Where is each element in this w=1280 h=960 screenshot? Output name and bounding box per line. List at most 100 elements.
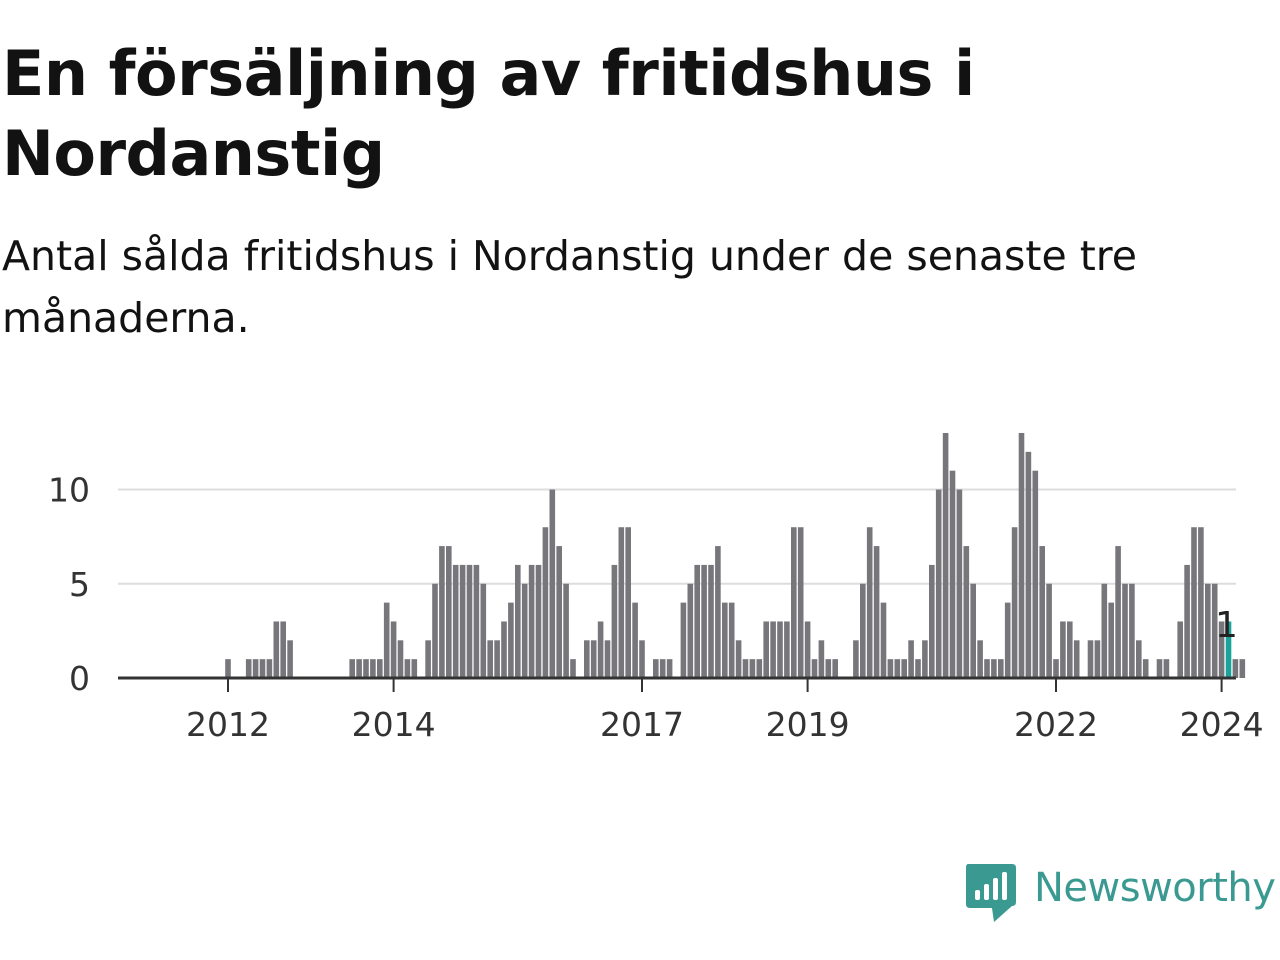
bar [452, 564, 459, 678]
bar [411, 659, 418, 678]
bar [998, 659, 1004, 678]
x-tick-label: 2024 [1180, 705, 1264, 744]
bar [508, 602, 514, 678]
bar [363, 659, 369, 678]
x-axis-labels: 2012 2014 2017 2019 2022 2024 [186, 705, 1264, 744]
bar [1018, 433, 1025, 678]
x-axis [118, 676, 1236, 692]
bar [763, 621, 769, 678]
bar [942, 433, 949, 678]
bar [653, 659, 659, 678]
bar [597, 621, 604, 678]
bar [832, 659, 838, 678]
bar [1142, 659, 1149, 678]
bar [797, 527, 804, 678]
y-tick-label: 5 [69, 565, 90, 604]
bar [722, 602, 728, 678]
bar [1211, 583, 1218, 678]
bar [866, 527, 873, 678]
x-tick-label: 2017 [600, 705, 684, 744]
last-value-label: 1 [1215, 605, 1238, 646]
bar [245, 659, 252, 678]
bar [818, 640, 825, 678]
bar [963, 546, 970, 678]
bar [383, 602, 390, 678]
bar [273, 621, 280, 678]
x-tick-label: 2012 [186, 705, 270, 744]
bar [252, 659, 259, 678]
bar [515, 564, 521, 678]
y-axis-labels: 0 5 10 [48, 471, 90, 698]
bar [728, 602, 735, 678]
y-tick-label: 10 [48, 471, 90, 510]
bar [1004, 602, 1011, 678]
bar [1060, 621, 1066, 678]
bar [894, 659, 901, 678]
bar [459, 564, 466, 678]
bar [687, 583, 694, 678]
bar [929, 564, 935, 678]
bar [1011, 527, 1018, 678]
bar [977, 640, 983, 678]
bar [784, 621, 790, 678]
bar [1067, 621, 1073, 678]
bar [446, 546, 452, 678]
bar [535, 564, 542, 678]
bar [259, 659, 266, 678]
bar [873, 546, 880, 678]
bar [1032, 470, 1039, 678]
bar [280, 621, 286, 678]
bar [956, 489, 963, 678]
bar [425, 640, 431, 678]
bar [887, 659, 894, 678]
y-tick-label: 0 [69, 659, 90, 698]
bar [742, 659, 749, 678]
bar [632, 602, 638, 678]
bar [556, 546, 562, 678]
bar [715, 546, 721, 678]
bar [287, 640, 293, 678]
bar [825, 659, 832, 678]
bar [922, 640, 928, 678]
bar [1087, 640, 1094, 678]
bar [1163, 659, 1170, 678]
bar [542, 527, 549, 678]
bar [694, 564, 700, 678]
chart-subtitle: Antal sålda fritidshus i Nordanstig unde… [2, 232, 1137, 342]
bar [908, 640, 914, 678]
bar [708, 564, 714, 678]
bar [1046, 583, 1052, 678]
bar [349, 659, 355, 678]
bar [991, 659, 997, 678]
bar [680, 602, 687, 678]
bar [666, 659, 673, 678]
bar [1225, 621, 1232, 678]
bar [1073, 640, 1080, 678]
bars [225, 433, 1246, 678]
bar [1115, 546, 1121, 678]
bar [1184, 564, 1190, 678]
bar [1101, 583, 1108, 678]
newsworthy-logo-icon [966, 864, 1016, 922]
bar [659, 659, 666, 678]
bar [770, 621, 776, 678]
bar [618, 527, 625, 678]
bar [390, 621, 397, 678]
bar [473, 564, 480, 678]
bar [356, 659, 362, 678]
bar [1218, 621, 1225, 678]
bar [570, 659, 576, 678]
bar [1177, 621, 1183, 678]
gridlines [118, 488, 1236, 585]
bar [791, 527, 797, 678]
bar [1136, 640, 1142, 678]
bar [1039, 546, 1045, 678]
bar [749, 659, 756, 678]
bar [777, 621, 783, 678]
annotations: 1 [1215, 605, 1238, 646]
bar [432, 583, 438, 678]
bar [225, 659, 231, 678]
bar [853, 640, 859, 678]
bar [915, 659, 921, 678]
x-tick-label: 2022 [1014, 705, 1098, 744]
